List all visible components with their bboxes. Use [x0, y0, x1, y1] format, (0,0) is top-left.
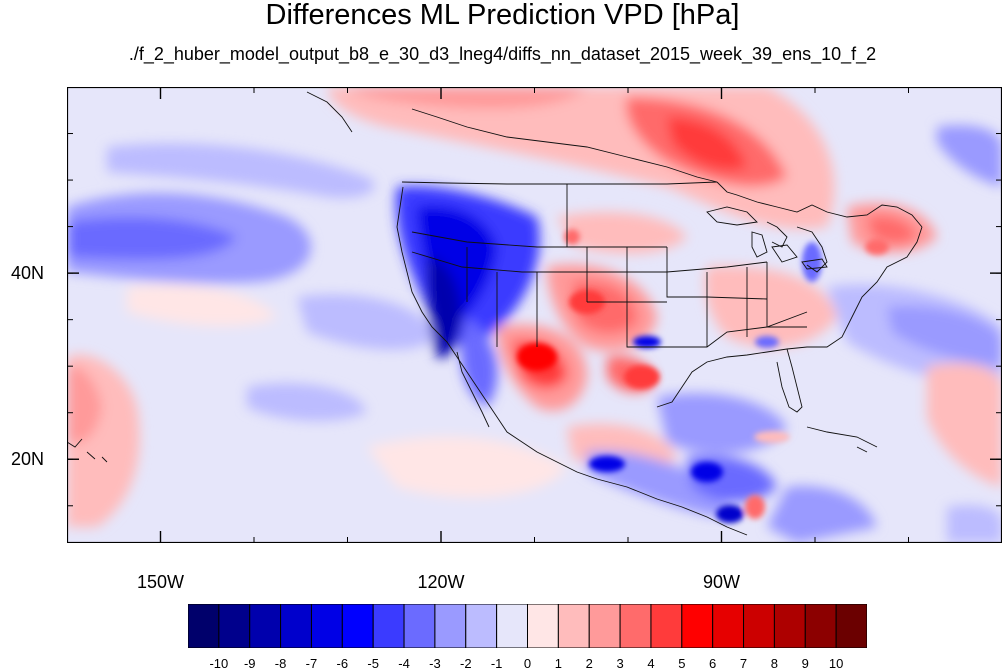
colorbar-label: 9	[801, 656, 809, 671]
colorbar-label: -4	[398, 656, 410, 671]
colorbar-swatch	[804, 604, 837, 648]
anomaly-field	[67, 87, 1002, 543]
colorbar-label: 5	[678, 656, 686, 671]
lon-tick-label: 120W	[417, 572, 465, 592]
colorbar-label: -5	[367, 656, 379, 671]
colorbar-label: -9	[243, 656, 256, 671]
colorbar-swatch	[465, 604, 498, 648]
colorbar-label: -2	[459, 656, 472, 671]
colorbar-swatch	[588, 604, 621, 648]
colorbar-swatch	[619, 604, 652, 648]
colorbar-label: 0	[523, 656, 532, 671]
colorbar-swatch	[496, 604, 528, 648]
colorbar-label: 10	[828, 656, 844, 671]
colorbar-label: -3	[429, 656, 441, 671]
colorbar-swatch	[681, 604, 714, 648]
lon-tick-label: 150W	[136, 572, 185, 592]
colorbar-swatch	[218, 604, 251, 648]
colorbar-swatch	[434, 604, 467, 648]
colorbar-swatch	[773, 604, 806, 648]
lon-tick-label: 90W	[702, 572, 740, 592]
colorbar-swatch	[188, 604, 220, 648]
colorbar-swatch	[557, 604, 590, 648]
colorbar-label: 7	[739, 656, 748, 671]
colorbar-label: 2	[585, 656, 593, 671]
colorbar-label: -1	[490, 656, 503, 671]
colorbar	[188, 604, 867, 648]
lat-tick-label: 20N	[10, 449, 44, 470]
map-title: Differences ML Prediction VPD [hPa]	[265, 0, 740, 31]
colorbar-swatch	[712, 604, 745, 648]
colorbar-swatch	[835, 604, 867, 648]
colorbar-label: -8	[274, 656, 287, 671]
colorbar-swatch	[249, 604, 282, 648]
colorbar-swatch	[310, 604, 343, 648]
colorbar-label: 6	[709, 656, 717, 671]
colorbar-swatch	[372, 604, 405, 648]
axis-ticks	[67, 87, 1002, 543]
colorbar-label: 3	[616, 656, 624, 671]
lat-tick-label: 40N	[10, 263, 44, 284]
colorbar-label: -10	[209, 656, 229, 671]
colorbar-swatch	[403, 604, 436, 648]
colorbar-swatches	[188, 604, 867, 648]
colorbar-swatch	[650, 604, 683, 648]
colorbar-swatch	[743, 604, 775, 648]
colorbar-label: -7	[305, 656, 318, 671]
colorbar-label: -6	[336, 656, 349, 671]
coastlines	[67, 91, 923, 536]
colorbar-label: 4	[647, 656, 655, 671]
colorbar-swatch	[280, 604, 312, 648]
colorbar-label: 1	[554, 656, 562, 671]
colorbar-swatch	[341, 604, 374, 648]
great-lakes	[706, 206, 828, 270]
map-canvas	[67, 87, 1002, 543]
colorbar-swatch	[527, 604, 559, 648]
map-subtitle: ./f_2_huber_model_output_b8_e_30_d3_lneg…	[128, 44, 877, 64]
map-panel	[67, 87, 1002, 543]
colorbar-label: 8	[770, 656, 779, 671]
